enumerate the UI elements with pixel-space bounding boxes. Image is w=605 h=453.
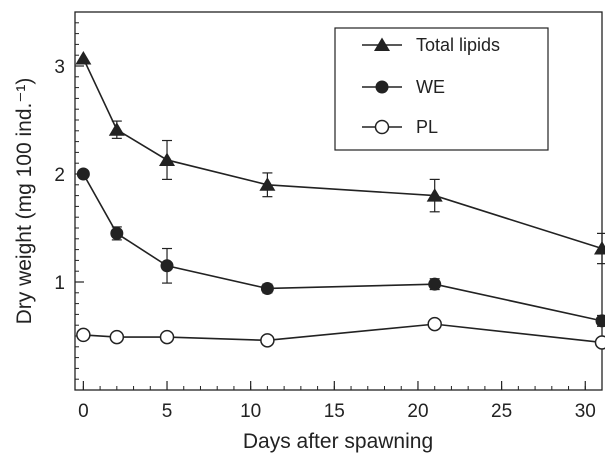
data-point-total-lipids — [594, 241, 605, 255]
series-line-we — [82, 173, 603, 322]
series-line-total-lipids — [82, 58, 603, 250]
legend: Total lipids WE PL — [334, 27, 549, 151]
x-tick-label: 25 — [491, 401, 512, 422]
y-axis-label: Dry weight (mg 100 ind.⁻¹) — [13, 78, 36, 325]
data-point-total-lipids — [159, 152, 176, 166]
legend-marker-total-lipids — [374, 37, 390, 51]
data-point-pl — [109, 329, 125, 345]
legend-label-we: WE — [416, 77, 445, 97]
series-layer — [75, 50, 605, 350]
data-point-total-lipids — [259, 177, 276, 191]
x-tick-label: 20 — [407, 401, 428, 422]
legend-box — [334, 27, 549, 151]
data-point-total-lipids — [426, 188, 443, 202]
data-point-pl — [76, 327, 91, 343]
data-point-we — [595, 314, 605, 328]
x-axis-label: Days after spawning — [243, 430, 433, 453]
axis-ticks: 0 5 10 15 20 25 30 1 2 3 — [54, 11, 603, 422]
data-point-total-lipids — [75, 50, 92, 65]
data-point-we — [260, 281, 274, 295]
x-tick-label: 10 — [240, 401, 261, 422]
x-tick-label: 0 — [78, 401, 89, 422]
legend-label-total-lipids: Total lipids — [416, 35, 500, 55]
x-tick-label: 5 — [162, 401, 173, 422]
data-point-pl — [427, 316, 442, 332]
legend-marker-pl — [374, 119, 390, 135]
y-tick-label: 1 — [54, 273, 65, 294]
y-tick-label: 3 — [54, 57, 65, 78]
y-tick-label: 2 — [54, 165, 65, 186]
data-point-pl — [594, 335, 605, 350]
data-point-we — [428, 277, 442, 291]
legend-marker-we — [375, 80, 389, 94]
data-point-total-lipids — [108, 122, 125, 136]
data-point-we — [160, 259, 174, 273]
legend-label-pl: PL — [416, 117, 438, 137]
data-point-we — [110, 226, 124, 240]
data-point-pl — [159, 329, 175, 345]
x-tick-label: 30 — [575, 401, 596, 422]
x-tick-label: 15 — [324, 401, 345, 422]
data-point-we — [76, 167, 90, 181]
data-point-pl — [260, 333, 275, 348]
plot-frame — [74, 11, 603, 391]
